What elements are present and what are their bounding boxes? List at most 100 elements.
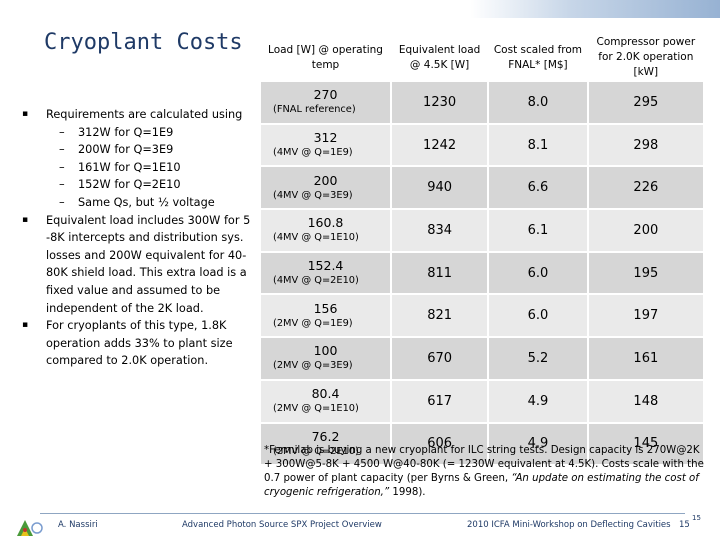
table-row: 100 (2MV @ Q=3E9) 670 5.2 161 (261, 336, 703, 380)
cost-cell: 4.9 (487, 421, 588, 465)
footer-author: A. Nassiri (58, 520, 98, 530)
load-value: 100 (313, 343, 338, 359)
sub-bullet: –200W for Q=3E9 (22, 141, 254, 159)
load-note: (FNAL reference) (273, 104, 356, 116)
cost-cell: 6.0 (487, 293, 588, 338)
bullet-text: For cryoplants of this type, 1.8K operat… (46, 319, 233, 368)
power-cell: 226 (586, 165, 703, 210)
header-gradient-bar (470, 0, 720, 18)
footer-page-number: 15 (679, 520, 690, 530)
load-note: (2MV @ Q=1E9) (273, 317, 353, 329)
equivalent-cell: 1230 (389, 80, 489, 124)
table-row: 76.2 (2MV @ Q=2E10) 606 4.9 145 (261, 421, 703, 465)
footnote-end: 1998). (389, 487, 426, 498)
equivalent-cell: 811 (389, 250, 489, 295)
bullet-text: Requirements are calculated using (46, 108, 243, 121)
square-bullet-icon: ▪ (22, 109, 29, 119)
dash-icon: – (59, 160, 65, 174)
dash-icon: – (59, 178, 65, 192)
load-cell: 270 (FNAL reference) (261, 80, 391, 124)
footnote-citation: “An update on estimating the cost of cry… (264, 473, 699, 498)
equivalent-cell: 940 (389, 165, 489, 210)
dash-icon: – (59, 143, 65, 157)
load-value: 156 (313, 300, 338, 316)
column-header-power: Compressor power for 2.0K operation [kW] (586, 35, 703, 81)
table-row: 80.4 (2MV @ Q=1E10) 617 4.9 148 (261, 378, 703, 423)
load-cell: 312 (4MV @ Q=1E9) (261, 122, 391, 167)
table-row: 312 (4MV @ Q=1E9) 1242 8.1 298 (261, 122, 703, 167)
aps-logo-icon (17, 520, 43, 536)
power-cell: 195 (586, 250, 703, 295)
load-cell: 200 (4MV @ Q=3E9) (261, 165, 391, 210)
load-value: 312 (313, 130, 338, 146)
column-header-cost: Cost scaled from FNAL* [M$] (487, 35, 588, 81)
column-header-equivalent: Equivalent load @ 4.5K [W] (389, 35, 489, 81)
cost-cell: 6.1 (487, 208, 588, 252)
sub-bullet-text: Same Qs, but ½ voltage (78, 195, 215, 209)
sub-bullet-text: 200W for Q=3E9 (78, 143, 174, 157)
dash-icon: – (59, 195, 65, 209)
power-cell: 161 (586, 336, 703, 380)
equivalent-cell: 834 (389, 208, 489, 252)
load-note: (4MV @ Q=1E10) (273, 232, 359, 244)
sub-bullet-text: 152W for Q=2E10 (78, 178, 181, 192)
load-value: 80.4 (311, 386, 340, 402)
table-row: 200 (4MV @ Q=3E9) 940 6.6 226 (261, 165, 703, 210)
load-value: 152.4 (307, 258, 344, 274)
cost-cell: 8.1 (487, 122, 588, 167)
load-cell: 76.2 (2MV @ Q=2E10) (261, 421, 391, 465)
column-header-load: Load [W] @ operating temp (261, 35, 391, 81)
dash-icon: – (59, 125, 65, 139)
load-note: (4MV @ Q=2E10) (273, 275, 359, 287)
load-note: (2MV @ Q=3E9) (273, 360, 353, 372)
cost-cell: 5.2 (487, 336, 588, 380)
load-note: (2MV @ Q=2E10) (273, 445, 359, 457)
sub-bullet: –161W for Q=1E10 (22, 159, 254, 177)
power-cell: 295 (586, 80, 703, 124)
load-value: 76.2 (311, 428, 340, 444)
bullet-equivalent-load: ▪ Equivalent load includes 300W for 5 -8… (22, 212, 254, 318)
power-cell: 298 (586, 122, 703, 167)
load-cell: 156 (2MV @ Q=1E9) (261, 293, 391, 338)
load-cell: 152.4 (4MV @ Q=2E10) (261, 250, 391, 295)
load-note: (4MV @ Q=3E9) (273, 189, 353, 201)
equivalent-cell: 1242 (389, 122, 489, 167)
table-header-row: Load [W] @ operating temp Equivalent loa… (261, 35, 703, 81)
load-cell: 100 (2MV @ Q=3E9) (261, 336, 391, 380)
power-cell: 148 (586, 378, 703, 423)
footer-project: Advanced Photon Source SPX Project Overv… (182, 520, 382, 530)
load-value: 160.8 (307, 215, 344, 231)
sub-bullet-text: 161W for Q=1E10 (78, 160, 181, 174)
load-value: 200 (313, 172, 338, 188)
equivalent-cell: 670 (389, 336, 489, 380)
equivalent-cell: 617 (389, 378, 489, 423)
footer-workshop: 2010 ICFA Mini-Workshop on Deflecting Ca… (467, 520, 671, 530)
load-cell: 160.8 (4MV @ Q=1E10) (261, 208, 391, 252)
sub-bullet-text: 312W for Q=1E9 (78, 125, 174, 139)
bullet-list: ▪ Requirements are calculated using –312… (22, 106, 254, 370)
cost-cell: 6.0 (487, 250, 588, 295)
load-note: (4MV @ Q=1E9) (273, 147, 353, 159)
equivalent-cell: 821 (389, 293, 489, 338)
slide-title: Cryoplant Costs (44, 30, 243, 55)
footnote-text: *Fermilab is buying a new cryoplant for … (264, 445, 704, 484)
table-row: 152.4 (4MV @ Q=2E10) 811 6.0 195 (261, 250, 703, 295)
load-note: (2MV @ Q=1E10) (273, 403, 359, 415)
square-bullet-icon: ▪ (22, 320, 29, 331)
square-bullet-icon: ▪ (22, 214, 29, 225)
cost-table: Load [W] @ operating temp Equivalent loa… (261, 35, 703, 465)
equivalent-cell: 606 (389, 421, 489, 465)
load-value: 270 (313, 87, 338, 103)
table-row: 156 (2MV @ Q=1E9) 821 6.0 197 (261, 293, 703, 338)
footnote: *Fermilab is buying a new cryoplant for … (264, 444, 704, 500)
footer-page-superscript: 15 (692, 514, 701, 522)
table-row: 270 (FNAL reference) 1230 8.0 295 (261, 80, 703, 124)
sub-bullet: –152W for Q=2E10 (22, 176, 254, 194)
power-cell: 197 (586, 293, 703, 338)
cost-cell: 4.9 (487, 378, 588, 423)
bullet-cryoplant-size: ▪ For cryoplants of this type, 1.8K oper… (22, 317, 254, 370)
power-cell: 200 (586, 208, 703, 252)
sub-bullet: – Same Qs, but ½ voltage (22, 194, 254, 212)
power-cell: 145 (586, 421, 703, 465)
cost-cell: 6.6 (487, 165, 588, 210)
